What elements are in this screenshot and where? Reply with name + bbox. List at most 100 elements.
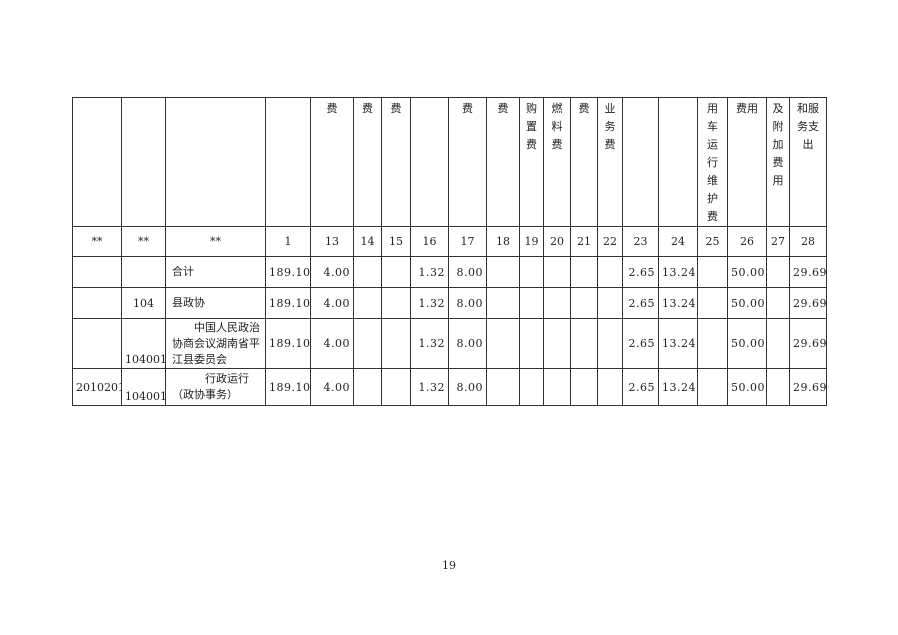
value-cell (486, 256, 520, 288)
value-cell (381, 256, 411, 288)
column-number: 14 (353, 226, 382, 257)
value-cell (697, 368, 728, 406)
value-cell: 189.10 (265, 318, 311, 369)
value-cell: 8.00 (448, 287, 487, 319)
value-cell (353, 318, 382, 369)
column-number: 24 (658, 226, 698, 257)
header-cell (121, 97, 166, 227)
value-cell: 13.24 (658, 287, 698, 319)
unit-code: 104 (121, 287, 166, 319)
value-cell (381, 318, 411, 369)
page-number: 19 (442, 559, 456, 572)
column-number: 15 (381, 226, 411, 257)
value-cell: 2.65 (622, 256, 659, 288)
header-text: 业务费 (604, 102, 616, 151)
value-cell: 29.69 (789, 256, 827, 288)
value-cell: 2.65 (622, 287, 659, 319)
value-cell (570, 287, 598, 319)
header-text: 费 (497, 102, 509, 115)
function-code (72, 318, 122, 369)
value-cell (519, 256, 544, 288)
column-number: 26 (727, 226, 767, 257)
header-text: 费用 (736, 102, 758, 115)
column-number: 16 (410, 226, 449, 257)
value-cell (519, 287, 544, 319)
table-row: 2010201 104001 行政运行（政协事务） 189.10 4.00 1.32 8.0… (72, 368, 827, 406)
value-cell (697, 256, 728, 288)
value-cell (766, 368, 790, 406)
column-number: 22 (597, 226, 623, 257)
header-text: 用车运行维护费 (706, 102, 718, 223)
value-cell (766, 256, 790, 288)
value-cell (353, 368, 382, 406)
header-cell: 费 (486, 97, 520, 227)
value-cell: 29.69 (789, 368, 827, 406)
budget-table: 费费费费费购置费 燃料费费业务费 用车运行维护费 费用 及附加费用 和服务支出 ** ** *… (72, 97, 827, 406)
column-number: 18 (486, 226, 520, 257)
column-number: ** (121, 226, 166, 257)
header-cell (658, 97, 698, 227)
column-number-row: ** ** ** 1 13 14 15 16 17 18 19 20 21 22 23 24 25 26 27 28 (72, 226, 827, 257)
header-cell: 和服务支出 (789, 97, 827, 227)
value-cell: 4.00 (310, 368, 354, 406)
header-cell: 费 (570, 97, 598, 227)
value-cell (381, 368, 411, 406)
function-code (72, 256, 122, 288)
value-cell: 1.32 (410, 318, 449, 369)
unit-code (121, 256, 166, 288)
unit-code: 104001 (121, 368, 166, 406)
value-cell: 189.10 (265, 287, 311, 319)
column-number: 23 (622, 226, 659, 257)
value-cell: 50.00 (727, 256, 767, 288)
header-text: 燃料费 (551, 102, 563, 151)
value-cell (486, 287, 520, 319)
header-cell (165, 97, 266, 227)
header-cell: 费 (381, 97, 411, 227)
column-number: ** (72, 226, 122, 257)
value-cell (543, 287, 571, 319)
header-cell: 业务费 (597, 97, 623, 227)
unit-code: 104001 (121, 318, 166, 369)
header-cell: 费 (448, 97, 487, 227)
value-cell (597, 287, 623, 319)
header-cell: 购置费 (519, 97, 544, 227)
header-text: 费 (390, 102, 402, 115)
value-cell: 1.32 (410, 287, 449, 319)
item-name: 行政运行（政协事务） (165, 368, 266, 406)
table-row: 合计 189.10 4.00 1.32 8.00 2.65 13.24 50.00 29.69 (72, 256, 827, 288)
header-text: 费 (578, 102, 590, 115)
value-cell: 13.24 (658, 256, 698, 288)
value-cell: 2.65 (622, 368, 659, 406)
value-cell: 13.24 (658, 368, 698, 406)
column-number: 13 (310, 226, 354, 257)
value-cell (486, 368, 520, 406)
value-cell: 50.00 (727, 368, 767, 406)
item-name: 合计 (165, 256, 266, 288)
value-cell: 8.00 (448, 368, 487, 406)
value-cell (597, 368, 623, 406)
item-name: 县政协 (165, 287, 266, 319)
header-text: 购置费 (525, 102, 537, 151)
item-name: 中国人民政治协商会议湖南省平江县委员会 (165, 318, 266, 369)
value-cell (381, 287, 411, 319)
value-cell (543, 368, 571, 406)
column-number: 28 (789, 226, 827, 257)
column-number: 20 (543, 226, 571, 257)
value-cell: 4.00 (310, 256, 354, 288)
value-cell (766, 287, 790, 319)
column-number: 25 (697, 226, 728, 257)
header-cell (410, 97, 449, 227)
header-text: 费 (326, 102, 338, 115)
value-cell: 189.10 (265, 368, 311, 406)
value-cell (543, 256, 571, 288)
value-cell (697, 287, 728, 319)
value-cell: 50.00 (727, 287, 767, 319)
header-cell: 及附加费用 (766, 97, 790, 227)
header-cell: 费用 (727, 97, 767, 227)
value-cell (570, 368, 598, 406)
header-cell: 用车运行维护费 (697, 97, 728, 227)
value-cell: 13.24 (658, 318, 698, 369)
value-cell: 29.69 (789, 318, 827, 369)
header-cell: 费 (310, 97, 354, 227)
column-number: 21 (570, 226, 598, 257)
